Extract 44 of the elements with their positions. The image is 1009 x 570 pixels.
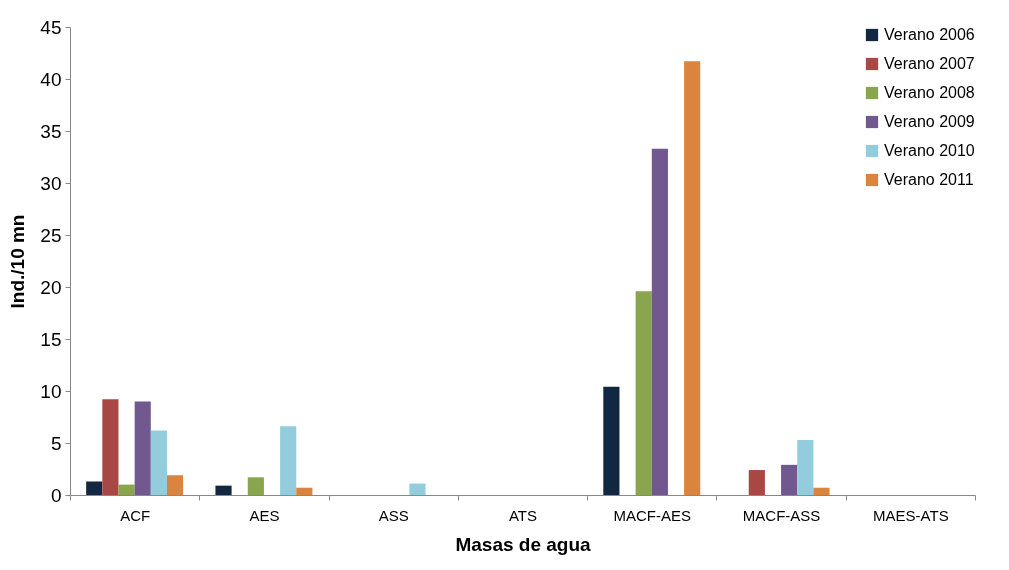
legend-label: Verano 2008 xyxy=(884,84,975,101)
legend-label: Verano 2009 xyxy=(884,113,975,130)
y-tick-label: 35 xyxy=(40,120,62,142)
x-tick-label: ATS xyxy=(508,506,538,524)
y-tick-label: 20 xyxy=(40,276,62,298)
bar xyxy=(215,485,232,495)
bar xyxy=(166,475,184,495)
bar xyxy=(748,470,765,495)
bar xyxy=(409,483,426,495)
bar xyxy=(635,291,652,495)
y-tick-label: 15 xyxy=(40,328,62,350)
bar xyxy=(651,148,668,495)
legend-label: Verano 2006 xyxy=(884,26,975,43)
x-tick-label: ASS xyxy=(378,506,409,524)
x-tick-label: MACF-ASS xyxy=(742,506,821,524)
legend-label: Verano 2007 xyxy=(884,55,975,72)
y-tick-label: 40 xyxy=(40,68,62,90)
y-tick-label: 30 xyxy=(40,172,62,194)
y-axis-title: Ind./10 mn xyxy=(7,214,29,309)
bar xyxy=(813,487,830,495)
x-tick-label: MACF-AES xyxy=(613,506,692,524)
y-tick-label: 45 xyxy=(40,16,62,38)
x-tick-label: ACF xyxy=(120,506,151,524)
bar xyxy=(118,484,135,495)
bar xyxy=(86,481,103,495)
bar xyxy=(247,477,264,495)
x-tick-label: AES xyxy=(249,506,280,524)
bar xyxy=(102,399,119,495)
bar xyxy=(296,487,313,495)
bar xyxy=(684,61,701,495)
y-tick-label: 10 xyxy=(40,380,62,402)
bar xyxy=(150,430,167,495)
bar xyxy=(781,464,798,495)
x-axis-title: Masas de agua xyxy=(455,533,592,555)
bar xyxy=(134,401,151,495)
y-tick-label: 0 xyxy=(50,484,62,506)
bar xyxy=(797,439,814,495)
legend-label: Verano 2010 xyxy=(884,142,975,159)
legend-label: Verano 2011 xyxy=(884,171,974,188)
bar xyxy=(603,386,620,495)
y-tick-label: 25 xyxy=(40,224,62,246)
bar xyxy=(280,426,297,495)
y-tick-label: 5 xyxy=(50,432,62,454)
x-tick-label: MAES-ATS xyxy=(873,506,949,524)
